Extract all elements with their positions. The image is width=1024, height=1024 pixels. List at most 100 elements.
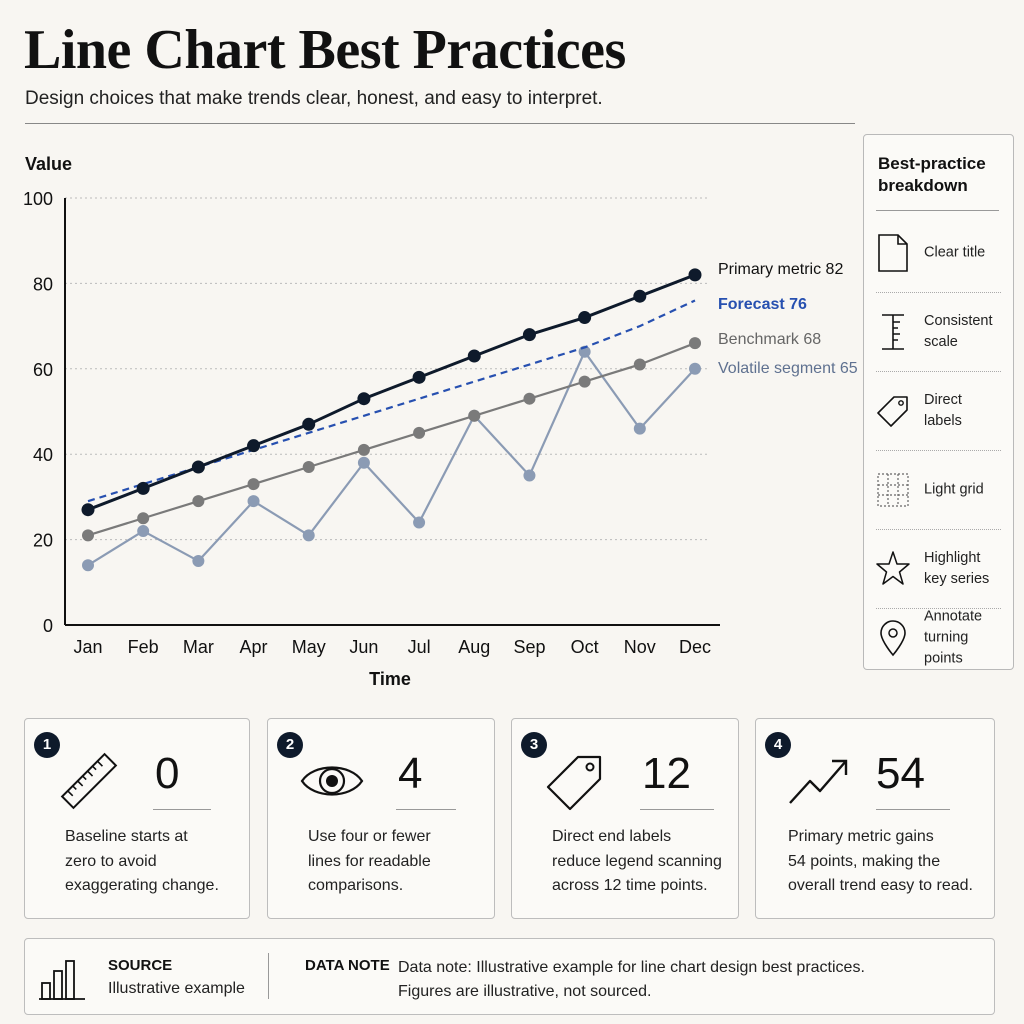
x-tick-label: Jan <box>73 637 102 657</box>
data-point <box>412 370 426 384</box>
ruler-scale-icon <box>882 313 904 350</box>
card-number: 2 <box>277 732 303 758</box>
bar-chart-icon <box>39 960 85 1000</box>
data-point <box>633 422 646 435</box>
tip-label: Direct labels <box>924 391 962 429</box>
best-practice-panel: Best-practice breakdown Clear title Cons… <box>863 134 1014 670</box>
y-axis-title: Value <box>25 154 72 174</box>
x-axis-title: Time <box>369 669 411 689</box>
series-end-label: Forecast 76 <box>718 296 807 313</box>
tag-icon <box>877 395 908 427</box>
x-tick-label: Sep <box>513 637 545 657</box>
tip-direct-labels: Direct labels <box>876 371 1001 450</box>
title-divider <box>25 123 855 124</box>
card-value: 12 <box>642 749 691 798</box>
data-point <box>633 289 647 303</box>
data-point <box>247 478 260 491</box>
card-baseline: 1 0 Baseline starts at zero to avoid exagg… <box>24 718 250 919</box>
data-point <box>192 495 205 508</box>
data-point <box>467 349 481 363</box>
source-value: Illustrative example <box>108 980 245 997</box>
data-point <box>247 439 261 453</box>
data-point <box>302 417 316 431</box>
card-number: 4 <box>765 732 791 758</box>
card-description: Baseline starts at zero to avoid exaggerat… <box>65 828 219 894</box>
map-pin-icon <box>880 620 906 657</box>
tip-separator <box>876 450 1001 451</box>
data-point <box>413 426 426 439</box>
data-point <box>191 460 205 474</box>
data-point <box>247 495 260 508</box>
data-point <box>523 392 536 405</box>
card-description: Direct end labels reduce legend scanning a… <box>552 828 722 894</box>
data-point <box>688 268 702 282</box>
data-point <box>82 559 94 572</box>
data-point <box>578 375 591 388</box>
tip-clear-title: Clear title <box>876 213 1001 292</box>
x-tick-label: Jul <box>408 637 431 657</box>
y-tick-label: 60 <box>33 360 53 380</box>
x-tick-label: May <box>292 637 326 657</box>
tip-consistent-scale: Consistent scale <box>876 292 1001 371</box>
tip-separator <box>876 608 1001 609</box>
series-line-volatile-segment <box>87 350 696 567</box>
y-tick-label: 80 <box>33 274 53 294</box>
tip-separator <box>876 529 1001 530</box>
card-value-rule <box>876 809 950 810</box>
tip-label: Annotate turning points <box>924 608 983 667</box>
data-point <box>578 311 592 325</box>
tip-label: Consistent scale <box>924 312 993 350</box>
source-heading: SOURCE <box>108 957 173 974</box>
series-end-label: Volatile segment 65 <box>718 360 858 377</box>
card-value-rule <box>396 809 456 810</box>
data-point <box>413 516 426 529</box>
tip-label: Highlight key series <box>924 549 990 587</box>
card-description: Primary metric gains 54 points, making th… <box>788 828 973 894</box>
data-point <box>357 392 371 406</box>
trend-up-icon <box>789 759 848 804</box>
series-line-benchmark <box>87 342 696 537</box>
card-number: 1 <box>34 732 60 758</box>
card-number: 3 <box>521 732 547 758</box>
x-tick-label: Nov <box>624 637 656 657</box>
data-note-text: Data note: Illustrative example for line… <box>398 959 865 1000</box>
footer-divider <box>268 953 269 999</box>
page-title: Line Chart Best Practices <box>24 19 626 81</box>
data-point <box>522 328 536 342</box>
y-tick-label: 20 <box>33 531 53 551</box>
data-point <box>192 554 205 567</box>
data-point <box>357 456 370 469</box>
panel-title: Best-practice breakdown <box>878 154 986 195</box>
card-description: Use four or fewer lines for readable compa… <box>308 828 431 894</box>
tip-label: Light grid <box>924 481 984 497</box>
star-icon <box>876 550 910 585</box>
tip-separator <box>876 292 1001 293</box>
y-tick-label: 0 <box>43 616 53 636</box>
page-subtitle: Design choices that make trends clear, h… <box>25 88 603 109</box>
x-tick-label: Apr <box>240 637 268 657</box>
data-point <box>357 443 370 456</box>
series-end-label: Benchmark 68 <box>718 331 821 348</box>
tip-separator <box>876 371 1001 372</box>
data-point <box>137 525 150 538</box>
card-value: 54 <box>876 749 925 798</box>
card-line-count: 2 4 Use four or fewer lines for readable c… <box>267 718 495 919</box>
tag-icon <box>546 755 602 811</box>
data-point <box>82 529 94 542</box>
card-time-points: 3 12 Direct end labels reduce legend scan… <box>511 718 739 919</box>
series-line-primary-metric <box>87 273 696 512</box>
data-note-heading: DATA NOTE <box>305 957 390 974</box>
x-tick-label: Feb <box>128 637 159 657</box>
tip-highlight-key-series: Highlight key series <box>876 529 1001 608</box>
tip-label: Clear title <box>924 244 986 260</box>
data-point <box>633 358 646 371</box>
data-point <box>302 529 315 542</box>
tip-annotate-turning-points: Annotate turning points <box>876 608 1001 668</box>
data-point <box>689 337 701 350</box>
card-value: 4 <box>398 749 423 798</box>
data-point <box>137 512 150 525</box>
panel-divider <box>876 210 999 211</box>
x-tick-label: Dec <box>679 637 711 657</box>
line-chart: 0 20 40 60 80 100 Value Time Jan Feb Mar Apr May Jun J… <box>23 154 858 689</box>
data-point <box>136 481 150 495</box>
